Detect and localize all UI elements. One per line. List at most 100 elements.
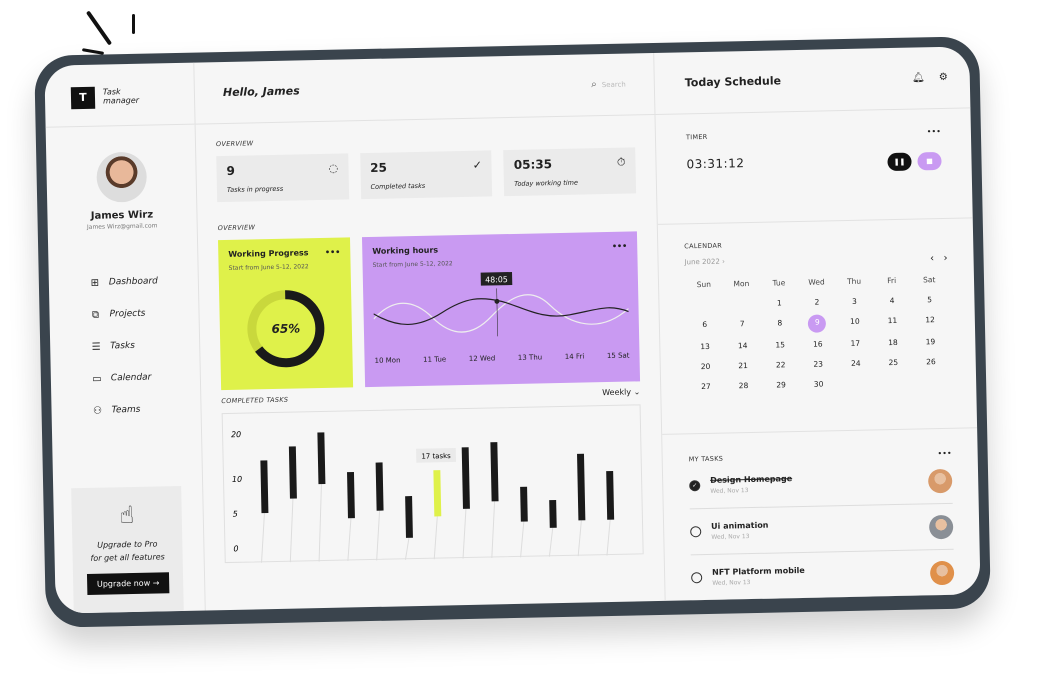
bar <box>260 460 269 514</box>
user-name: James Wirz <box>90 209 154 222</box>
stat-card[interactable]: 05:35 Today working time ⏱ <box>503 147 637 197</box>
task-item[interactable]: Ui animation Wed, Nov 13 <box>689 503 954 556</box>
schedule-panel: Today Schedule 🔔︎ ⚙ TIMER ••• 03:31:12 ❚❚ ■… <box>654 46 980 602</box>
task-item[interactable]: NFT Platform mobile Wed, Nov 13 <box>690 549 955 602</box>
calendar-day[interactable]: 10 <box>850 316 860 326</box>
task-date: Wed, Nov 13 <box>710 487 749 495</box>
bar <box>606 470 615 520</box>
stop-button[interactable]: ■ <box>917 151 942 171</box>
my-tasks-label: MY TASKS <box>688 454 724 463</box>
weekday-label: Sat <box>922 275 936 285</box>
working-hours-card[interactable]: Working hours ••• Start from June 5-12, 2… <box>361 231 641 388</box>
calendar-day[interactable]: 9 <box>808 314 827 333</box>
weekday-label: Tue <box>772 278 786 288</box>
bell-icon[interactable]: 🔔︎ <box>911 72 925 84</box>
task-checkbox[interactable] <box>691 572 703 584</box>
calendar-day[interactable]: 14 <box>737 341 748 351</box>
calendar-day[interactable]: 20 <box>700 361 711 372</box>
calendar-day[interactable]: 26 <box>926 357 936 367</box>
stat-value: 25 <box>370 160 388 175</box>
calendar-day[interactable]: 5 <box>927 295 933 305</box>
more-icon[interactable]: ••• <box>324 247 341 257</box>
task-title: Ui animation <box>711 520 769 531</box>
task-item[interactable]: ✓ Design Homepage Wed, Nov 13 <box>688 457 953 510</box>
logo-mark: T <box>70 86 96 109</box>
gear-icon[interactable]: ⚙ <box>938 71 948 84</box>
calendar-day[interactable]: 29 <box>776 380 786 390</box>
calendar-day[interactable]: 12 <box>925 315 935 325</box>
bar-guide-line <box>433 516 438 560</box>
search-input[interactable]: ⌕ Search <box>591 79 626 90</box>
calendar-day[interactable]: 27 <box>701 381 711 392</box>
more-icon[interactable]: ••• <box>937 448 952 459</box>
task-checkbox[interactable] <box>690 526 702 538</box>
bar-guide-line <box>289 498 294 563</box>
upgrade-button[interactable]: Upgrade now → <box>86 571 170 595</box>
calendar-day[interactable]: 11 <box>887 315 898 326</box>
calendar-day[interactable]: 30 <box>813 379 824 389</box>
stat-label: Completed tasks <box>370 181 426 191</box>
timer-label: TIMER <box>685 132 708 141</box>
calendar-day[interactable]: 7 <box>739 319 745 329</box>
bar <box>347 471 355 519</box>
calendar-day[interactable]: 25 <box>888 357 899 368</box>
upgrade-line1: Upgrade to Pro <box>97 539 158 550</box>
logo[interactable]: T Task manager <box>44 62 195 128</box>
period-dropdown[interactable]: Weekly ⌄ <box>602 387 640 397</box>
task-checkbox[interactable]: ✓ <box>689 480 701 492</box>
calendar-day[interactable]: 3 <box>852 296 857 306</box>
prev-month-button[interactable]: ‹ <box>929 253 935 265</box>
calendar-day[interactable]: 15 <box>775 340 786 350</box>
task-date: Wed, Nov 13 <box>712 579 751 587</box>
bar-highlighted <box>433 470 442 517</box>
calendar-day[interactable]: 18 <box>888 337 898 348</box>
more-icon[interactable]: ••• <box>611 241 628 251</box>
upgrade-line2: for get all features <box>90 552 165 563</box>
calendar-day[interactable]: 19 <box>925 337 936 347</box>
stat-card[interactable]: 25 Completed tasks ✓ <box>359 150 493 200</box>
calendar-day[interactable]: 17 <box>850 338 861 348</box>
progress-value: 65% <box>271 321 301 337</box>
avatar[interactable] <box>95 151 147 203</box>
stat-card[interactable]: 9 Tasks in progress ◌ <box>216 153 349 203</box>
calendar-day[interactable]: 2 <box>814 297 820 307</box>
calendar-day[interactable]: 23 <box>813 359 824 369</box>
sidebar-item-tasks[interactable]: ☰ Tasks <box>90 329 200 363</box>
bar-guide-line <box>318 484 322 562</box>
tooltip-point <box>494 298 500 304</box>
calendar-day[interactable]: 28 <box>738 381 749 391</box>
calendar-day[interactable]: 13 <box>700 341 710 352</box>
calendar-day[interactable]: 1 <box>776 298 782 308</box>
calendar-day[interactable]: 8 <box>777 318 783 328</box>
sidebar-item-dashboard[interactable]: ⊞ Dashboard <box>89 265 199 299</box>
tooltip-text: 48:05 <box>485 275 508 285</box>
y-tick-label: 0 <box>233 544 238 553</box>
calendar-day[interactable]: 24 <box>850 358 861 368</box>
screen: T Task manager James Wirz James Wirz@gmai… <box>44 46 981 614</box>
calendar-day[interactable]: 22 <box>775 360 786 370</box>
more-icon[interactable]: ••• <box>926 126 941 137</box>
bar-guide-line <box>261 513 265 563</box>
sidebar-item-label: Calendar <box>110 372 152 384</box>
y-tick-label: 5 <box>233 510 238 519</box>
completed-tasks-label: COMPLETED TASKS <box>221 395 289 405</box>
calendar-day[interactable]: 4 <box>889 295 895 306</box>
stat-label: Tasks in progress <box>226 184 284 194</box>
users-icon: ⚇ <box>92 405 103 417</box>
working-progress-card[interactable]: Working Progress ••• Start from June 5-12… <box>218 237 354 391</box>
sidebar-item-calendar[interactable]: ▭ Calendar <box>91 361 201 395</box>
sidebar-item-label: Dashboard <box>108 276 158 288</box>
weekday-label: Mon <box>733 279 750 289</box>
schedule-title: Today Schedule <box>684 74 782 90</box>
next-month-button[interactable]: › <box>943 252 948 264</box>
calendar-day[interactable]: 6 <box>702 319 708 330</box>
calendar-day[interactable]: 21 <box>738 361 748 371</box>
sidebar-item-projects[interactable]: ⧉ Projects <box>89 297 199 331</box>
calendar-month[interactable]: June 2022 › <box>684 257 725 267</box>
main-panel: Hello, James ⌕ Search OVERVIEW 9 Tasks in … <box>194 52 666 611</box>
bar-guide-line <box>606 519 611 556</box>
pause-button[interactable]: ❚❚ <box>887 152 912 172</box>
sidebar-item-teams[interactable]: ⚇ Teams <box>91 393 201 427</box>
briefcase-icon: ⧉ <box>91 309 100 321</box>
calendar-day[interactable]: 16 <box>812 339 823 349</box>
